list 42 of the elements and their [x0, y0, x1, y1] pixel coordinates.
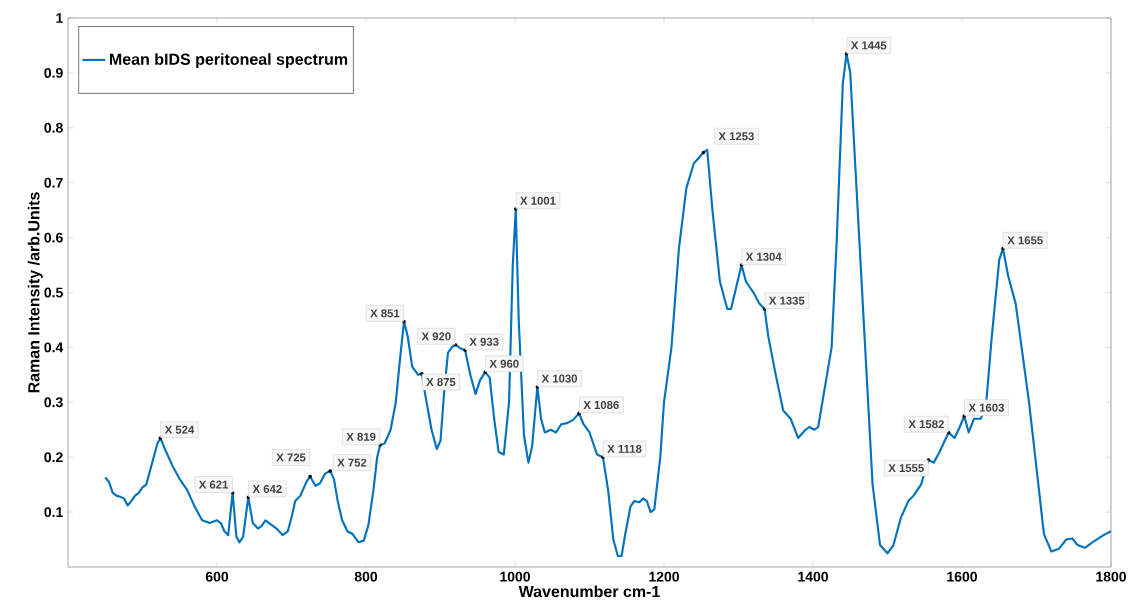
annotation: X 1582	[908, 420, 944, 429]
annotation: X 524	[164, 425, 195, 434]
annotation: X 920	[421, 332, 451, 341]
annotation: X 1304	[745, 252, 782, 261]
annotation: X 725	[276, 453, 306, 462]
y-tick-label: 0.2	[44, 452, 63, 463]
x-tick-label: 800	[354, 571, 378, 582]
legend-label: Mean bIDS peritoneal spectrum	[109, 53, 348, 69]
annotation: X 642	[252, 484, 282, 493]
annotation: X 1118	[607, 444, 642, 453]
x-tick-label: 1200	[649, 571, 679, 582]
annotation: X 960	[489, 359, 519, 368]
x-tick-label: 600	[205, 571, 229, 582]
y-tick-label: 0.5	[44, 287, 63, 298]
annotation: X 819	[346, 432, 376, 441]
x-tick-label: 1000	[500, 571, 530, 582]
annotation: X 621	[198, 480, 229, 489]
y-tick-label: 0.6	[44, 232, 63, 243]
x-tick-label: 1800	[1096, 571, 1126, 582]
y-axis-title: Raman Intensity /arb.Units	[27, 192, 43, 393]
annotation: X 1086	[583, 400, 619, 409]
annotation: X 1253	[718, 132, 754, 141]
x-tick-label: 1400	[798, 571, 828, 582]
x-axis-title: Wavenumber cm-1	[518, 585, 660, 598]
y-tick-label: 0.1	[44, 507, 63, 518]
annotation: X 1001	[520, 196, 556, 205]
y-tick-label: 0.3	[44, 397, 63, 408]
annotation: X 933	[469, 337, 499, 346]
annotation: X 1335	[768, 296, 805, 305]
annotation: X 1655	[1007, 236, 1043, 245]
annotation: X 875	[426, 378, 456, 387]
annotation: X 851	[370, 309, 400, 318]
x-tick-label: 1600	[947, 571, 977, 582]
y-tick-label: 0.8	[44, 122, 63, 133]
y-tick-label: 0.7	[44, 177, 63, 188]
y-tick-label: 1	[56, 13, 63, 23]
y-tick-label: 0.4	[44, 342, 64, 353]
annotation: X 752	[337, 458, 367, 467]
y-tick-label: 0.9	[44, 67, 63, 78]
annotation: X 1555	[888, 464, 924, 473]
annotation: X 1445	[850, 41, 887, 50]
annotation: X 1030	[541, 374, 578, 383]
